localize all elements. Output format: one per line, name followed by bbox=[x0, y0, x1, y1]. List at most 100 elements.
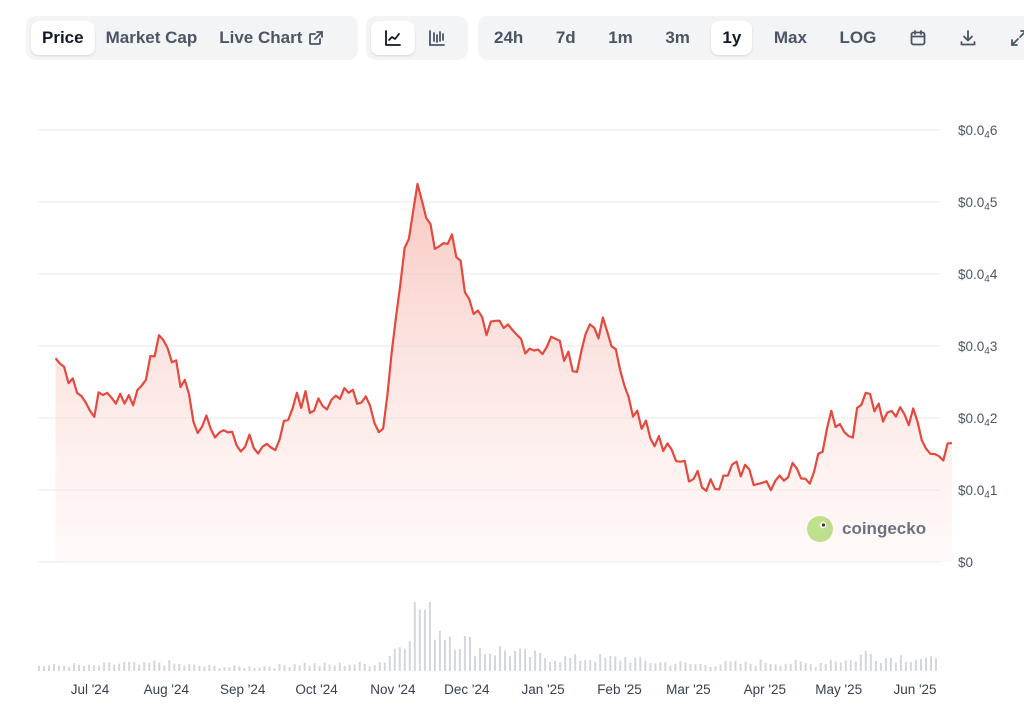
volume-bar bbox=[443, 639, 446, 671]
volume-bar bbox=[554, 661, 557, 671]
tab-market-cap[interactable]: Market Cap bbox=[105, 28, 198, 47]
volume-bars bbox=[38, 602, 937, 671]
volume-bar bbox=[103, 662, 106, 671]
volume-bar bbox=[313, 663, 316, 671]
chart-toolbar: Price Market Cap Live Chart 24h 7d 1m 3m bbox=[26, 16, 1024, 62]
volume-bar bbox=[564, 656, 567, 671]
range-1y[interactable]: 1y bbox=[711, 21, 753, 55]
volume-bar bbox=[559, 662, 562, 671]
volume-bar bbox=[889, 657, 892, 671]
range-7d[interactable]: 7d bbox=[555, 28, 576, 47]
x-tick-label: Dec '24 bbox=[444, 682, 490, 697]
volume-bar bbox=[654, 663, 657, 671]
volume-bar bbox=[629, 662, 632, 671]
volume-bar bbox=[318, 665, 321, 671]
volume-bar bbox=[584, 659, 587, 671]
x-axis-labels: Jul '24 Aug '24 Sep '24 Oct '24 Nov '24 Dec '… bbox=[71, 682, 937, 697]
candlestick-chart-button[interactable] bbox=[415, 21, 459, 55]
external-link-icon bbox=[308, 30, 324, 46]
volume-bar bbox=[724, 660, 727, 671]
volume-bar bbox=[819, 663, 822, 671]
volume-bar bbox=[243, 668, 246, 671]
volume-bar bbox=[814, 666, 817, 671]
volume-bar bbox=[674, 663, 677, 671]
volume-bar bbox=[899, 655, 902, 671]
volume-bar bbox=[153, 660, 156, 671]
volume-bar bbox=[248, 666, 251, 671]
volume-bar bbox=[789, 663, 792, 671]
volume-bar bbox=[909, 662, 912, 671]
volume-bar bbox=[148, 663, 151, 671]
volume-bar bbox=[338, 662, 341, 671]
y-axis-labels: $0 $0.041 $0.042 $0.043 $0.044 $0.045 $0.046 bbox=[958, 123, 998, 570]
volume-bar bbox=[298, 665, 301, 671]
volume-bar bbox=[128, 661, 131, 671]
volume-bar bbox=[599, 654, 602, 671]
y-tick-label: $0.045 bbox=[958, 195, 997, 213]
volume-bar bbox=[398, 647, 401, 671]
volume-bar bbox=[283, 665, 286, 671]
volume-bar bbox=[278, 663, 281, 671]
tab-price[interactable]: Price bbox=[31, 21, 95, 55]
volume-bar bbox=[664, 662, 667, 671]
expand-icon bbox=[1011, 30, 1024, 46]
volume-bar bbox=[348, 664, 351, 671]
volume-bar bbox=[143, 662, 146, 671]
volume-bar bbox=[93, 665, 96, 671]
volume-bar bbox=[494, 655, 496, 671]
volume-bar bbox=[729, 661, 732, 671]
volume-bar bbox=[504, 650, 506, 671]
range-1m[interactable]: 1m bbox=[608, 28, 633, 47]
volume-bar bbox=[474, 656, 476, 671]
price-area-fill bbox=[55, 184, 952, 562]
range-24h[interactable]: 24h bbox=[494, 28, 524, 47]
chart-type-group bbox=[366, 16, 468, 60]
fullscreen-button[interactable] bbox=[999, 21, 1024, 55]
volume-bar bbox=[413, 602, 416, 671]
volume-bar bbox=[644, 660, 647, 671]
x-tick-label: Apr '25 bbox=[744, 682, 786, 697]
volume-bar bbox=[704, 665, 707, 671]
calendar-button[interactable] bbox=[898, 21, 938, 55]
download-button[interactable] bbox=[948, 21, 988, 55]
volume-bar bbox=[163, 665, 166, 671]
candlestick-chart-icon bbox=[429, 30, 445, 46]
volume-bar bbox=[358, 661, 361, 671]
volume-bar bbox=[393, 648, 396, 671]
volume-bar bbox=[123, 661, 126, 671]
volume-bar bbox=[744, 661, 747, 671]
volume-bar bbox=[83, 665, 86, 671]
volume-bar bbox=[233, 665, 236, 671]
volume-bar bbox=[418, 609, 421, 671]
volume-bar bbox=[288, 667, 291, 671]
volume-bar bbox=[509, 655, 511, 671]
time-range-group: 24h 7d 1m 3m 1y Max LOG bbox=[478, 16, 1024, 60]
price-line bbox=[54, 182, 952, 492]
x-tick-label: Oct '24 bbox=[295, 682, 338, 697]
volume-bar bbox=[874, 660, 877, 671]
volume-bar bbox=[73, 663, 76, 671]
volume-bar bbox=[78, 664, 81, 671]
x-tick-label: Jul '24 bbox=[71, 682, 110, 697]
volume-bar bbox=[178, 663, 181, 671]
volume-bar bbox=[574, 654, 577, 671]
volume-bar bbox=[794, 659, 797, 671]
line-chart-button[interactable] bbox=[371, 21, 415, 55]
log-scale-toggle[interactable]: LOG bbox=[839, 28, 877, 47]
volume-bar bbox=[273, 668, 276, 671]
range-max[interactable]: Max bbox=[773, 28, 807, 47]
volume-bar bbox=[63, 665, 66, 671]
watermark-text: coingecko bbox=[842, 519, 926, 538]
x-tick-label: Sep '24 bbox=[220, 682, 266, 697]
volume-bar bbox=[198, 665, 201, 671]
volume-bar bbox=[448, 636, 451, 671]
volume-bar bbox=[363, 664, 366, 671]
live-chart-link[interactable]: Live Chart bbox=[208, 21, 335, 55]
range-3m[interactable]: 3m bbox=[665, 28, 690, 47]
volume-bar bbox=[759, 659, 762, 671]
volume-bar bbox=[824, 664, 827, 671]
calendar-icon bbox=[910, 30, 926, 46]
volume-bar bbox=[168, 660, 171, 671]
volume-bar bbox=[263, 666, 266, 671]
